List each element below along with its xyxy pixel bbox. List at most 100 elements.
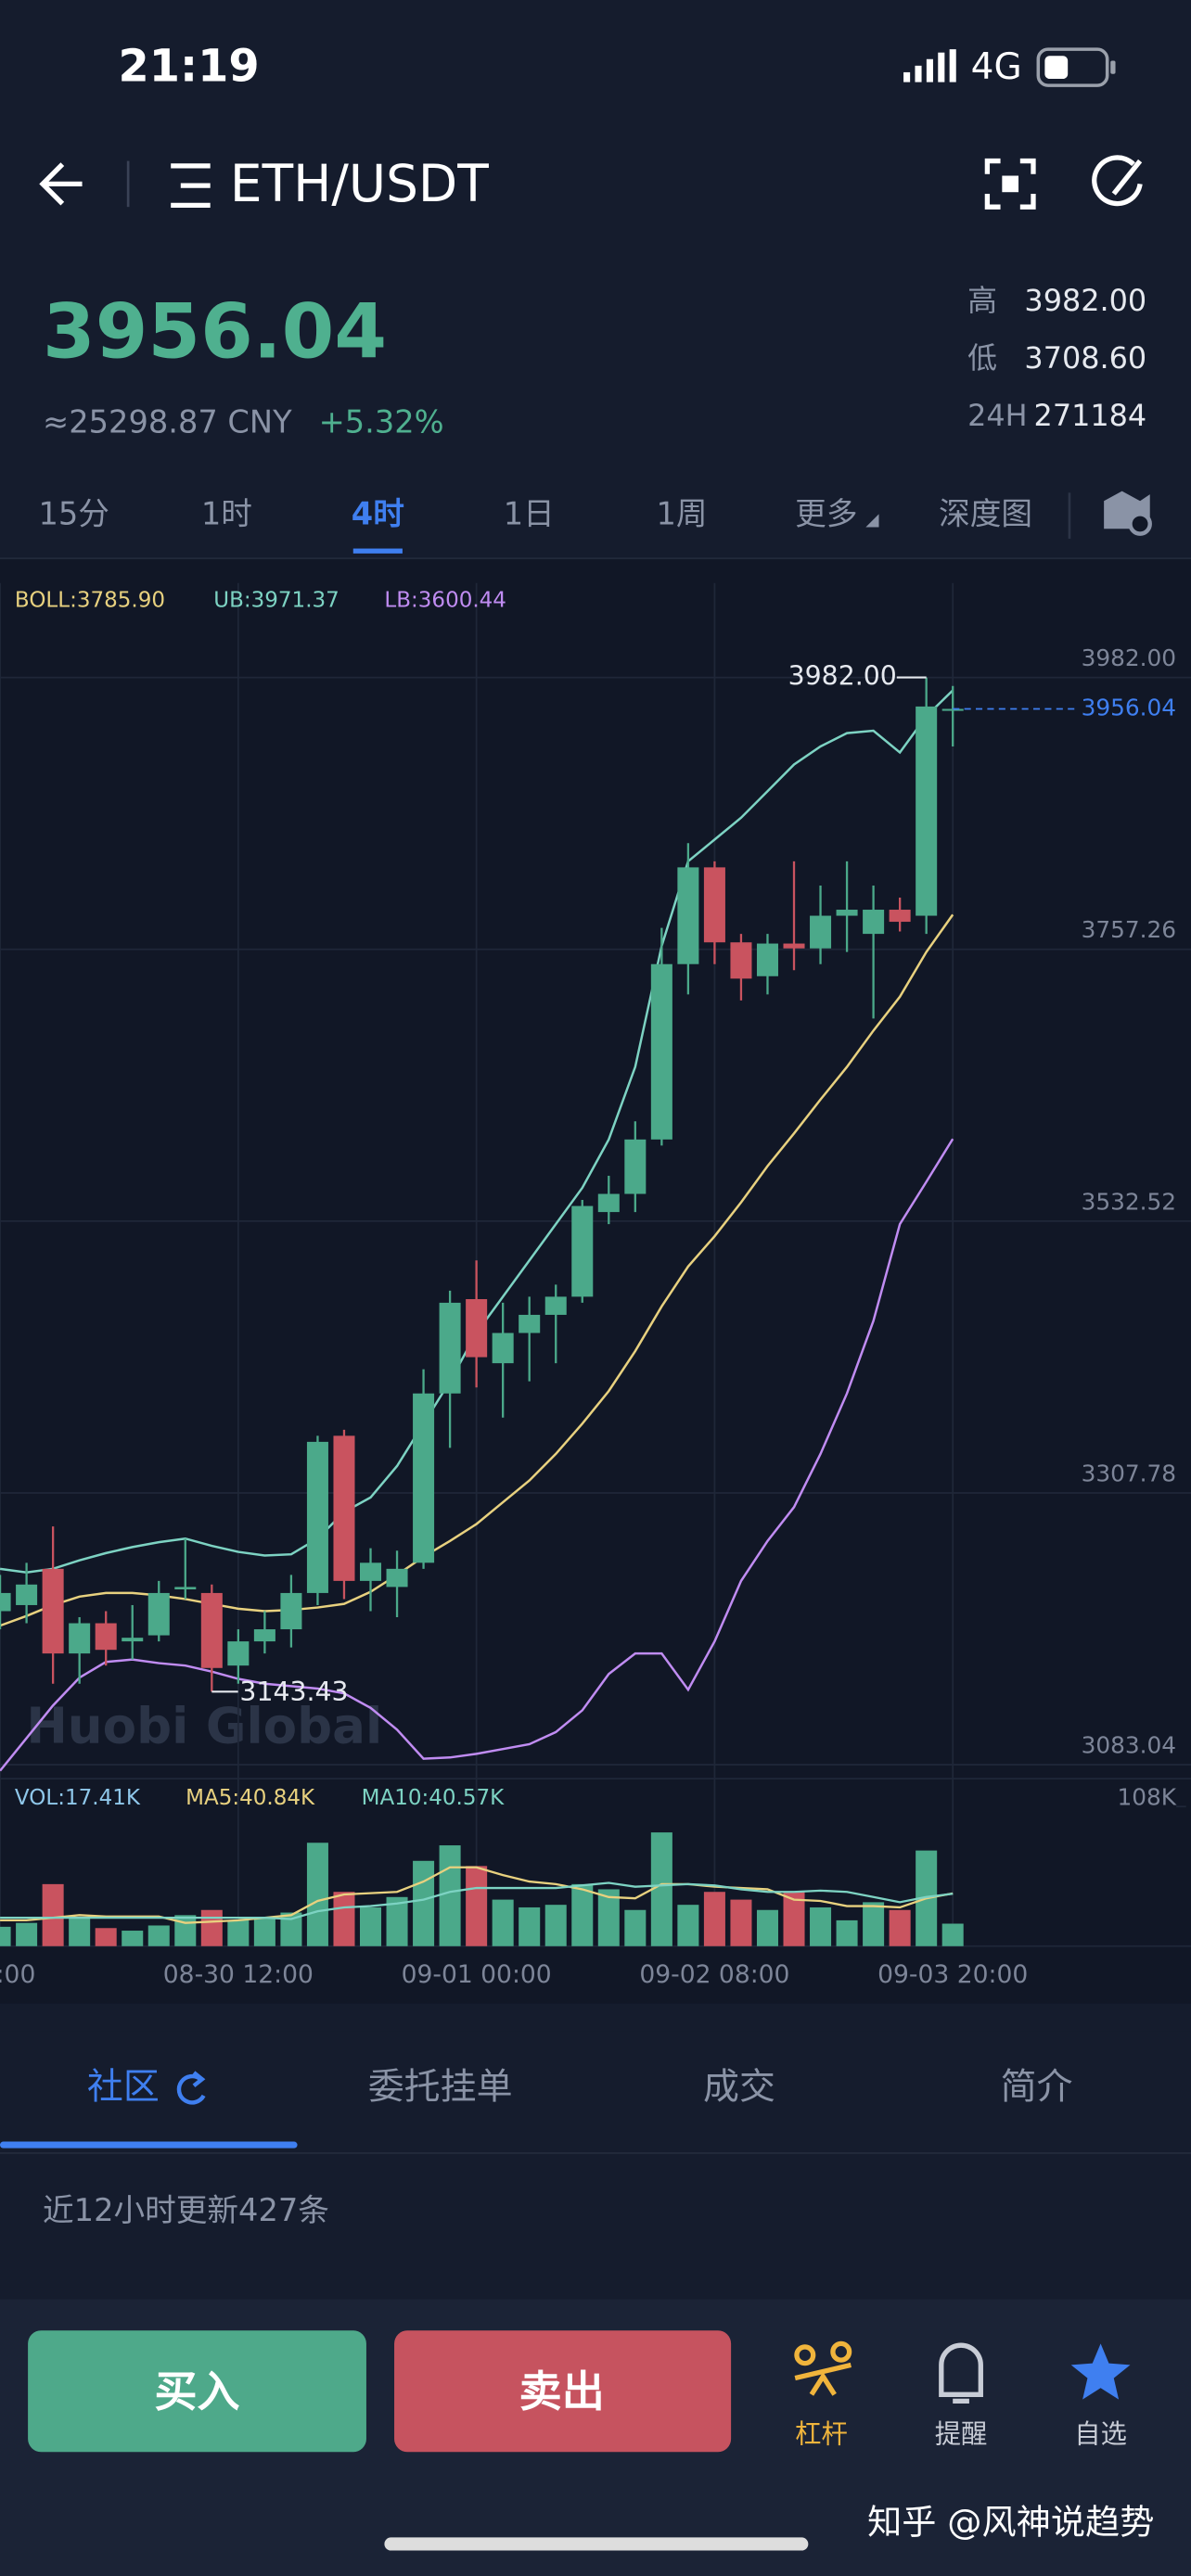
candle-body (333, 1435, 355, 1581)
back-button[interactable] (39, 162, 83, 206)
info-tabs: 社区 委托挂单 成交 简介 (87, 2066, 1073, 2108)
volume-bar (544, 1905, 567, 1946)
candle-body (492, 1333, 514, 1364)
x-tick-label: 09-03 20:00 (877, 1960, 1028, 1989)
y-tick-label: 3757.26 (1082, 916, 1176, 943)
bell-icon[interactable] (939, 2342, 983, 2404)
candle-body (703, 867, 725, 943)
candle-body (280, 1592, 302, 1630)
stat-value: 271184 (1034, 398, 1147, 433)
scan-icon[interactable] (984, 158, 1036, 210)
volume-bar (333, 1892, 355, 1946)
interval-tab[interactable]: 15分 (38, 496, 109, 532)
tabs-background (0, 2031, 1191, 2153)
buy-button[interactable] (28, 2330, 366, 2453)
candle-body (16, 1584, 38, 1605)
legend-entry: BOLL:3785.90 (15, 589, 165, 613)
volume-bar (413, 1860, 435, 1946)
volume-bar (730, 1899, 752, 1946)
y-tick-label: 3307.78 (1082, 1460, 1176, 1486)
volume-bar (703, 1892, 725, 1946)
candle-body (756, 943, 778, 976)
network: 4G (971, 46, 1022, 88)
candle-body (69, 1623, 91, 1654)
interval-tab[interactable]: 1日 (504, 496, 555, 532)
stat-value: 3982.00 (1024, 283, 1146, 318)
nav-label[interactable]: 自选 (1074, 2419, 1127, 2450)
candle-body (889, 910, 911, 923)
feed-summary: 近12小时更新427条 (43, 2192, 329, 2228)
stat-value: 3708.60 (1024, 340, 1146, 376)
share-icon[interactable] (1092, 155, 1143, 207)
candle-body (677, 867, 699, 964)
volume-bar (783, 1892, 805, 1946)
lever-icon[interactable] (794, 2340, 852, 2396)
ma-line (0, 1866, 954, 1924)
info-tab[interactable]: 委托挂单 (368, 2066, 513, 2108)
interval-tabs: 15分 1时 4时 1日 1周 更多 深度图 (38, 496, 1032, 554)
info-tab[interactable]: 成交 (703, 2066, 775, 2108)
volume-label: VOL:17.41K (15, 1786, 141, 1810)
info-tab[interactable]: 简介 (1001, 2066, 1073, 2108)
sell-label[interactable]: 卖出 (519, 2366, 605, 2417)
volume-bar (677, 1905, 699, 1946)
nav-label[interactable]: 提醒 (935, 2419, 988, 2450)
candle-body (544, 1296, 567, 1315)
y-tick-label: 3083.04 (1082, 1732, 1176, 1759)
volume-bar (650, 1832, 672, 1946)
nav-label[interactable]: 杠杆 (795, 2419, 848, 2450)
more-triangle (865, 514, 879, 528)
volume-bar (836, 1919, 858, 1946)
volume-bar (306, 1843, 328, 1946)
interval-tab[interactable]: 1时 (201, 496, 252, 532)
watermark: Huobi Global (26, 1698, 382, 1755)
candle-body (783, 943, 805, 949)
candle-body (227, 1641, 250, 1666)
candle-body (147, 1592, 170, 1636)
bottom-nav: 杠杆 提醒 自选 (795, 2419, 1127, 2450)
battery-icon (1036, 47, 1116, 87)
candle-body (519, 1314, 541, 1333)
candle-body (200, 1592, 223, 1668)
volume-bar (16, 1922, 38, 1946)
legend-entry: MA5:40.84K (186, 1786, 315, 1810)
y-tick-label: 3532.52 (1082, 1188, 1176, 1215)
signal-icon (903, 49, 956, 83)
chart-settings-icon[interactable] (1104, 491, 1152, 536)
volume-bar (439, 1845, 461, 1946)
candle-body (253, 1629, 275, 1642)
legend-entry: MA10:40.57K (362, 1786, 506, 1810)
pair-title[interactable]: ETH/USDT (230, 154, 489, 213)
status-time: 21:19 (119, 41, 260, 92)
interval-tab[interactable]: 4时 (352, 496, 404, 532)
volume-bar (95, 1928, 117, 1946)
y-tick-label: 3982.00 (1082, 644, 1176, 671)
volume-bar (359, 1906, 382, 1946)
volume-bar (941, 1923, 964, 1946)
credit-watermark: 知乎 @风神说趋势 (867, 2502, 1154, 2543)
star-icon[interactable] (1070, 2343, 1131, 2400)
info-tab[interactable]: 社区 (87, 2066, 160, 2108)
volume-bar (386, 1896, 408, 1946)
candle-body (941, 708, 964, 711)
candle-body (439, 1302, 461, 1394)
refresh-icon[interactable] (176, 2071, 206, 2105)
interval-tab[interactable]: 更多 (795, 496, 857, 532)
interval-tab[interactable]: 深度图 (939, 496, 1032, 532)
stats: 高 3982.00 低 3708.60 24H 271184 (967, 283, 1146, 433)
last-price: 3956.04 (43, 288, 387, 376)
boll-line (0, 1138, 954, 1772)
sell-button[interactable] (394, 2330, 732, 2453)
volume-bar (466, 1866, 488, 1946)
volume-bar (42, 1883, 64, 1946)
volume-bar (810, 1906, 832, 1946)
interval-tab[interactable]: 1周 (656, 496, 707, 532)
interval-underline (352, 548, 403, 554)
x-tick-label: 09-02 08:00 (639, 1960, 789, 1989)
buy-label[interactable]: 买入 (154, 2366, 239, 2417)
candle-body (650, 963, 672, 1140)
menu-icon[interactable] (171, 163, 211, 209)
volume-bar (597, 1889, 620, 1946)
volume-bar (889, 1909, 911, 1946)
